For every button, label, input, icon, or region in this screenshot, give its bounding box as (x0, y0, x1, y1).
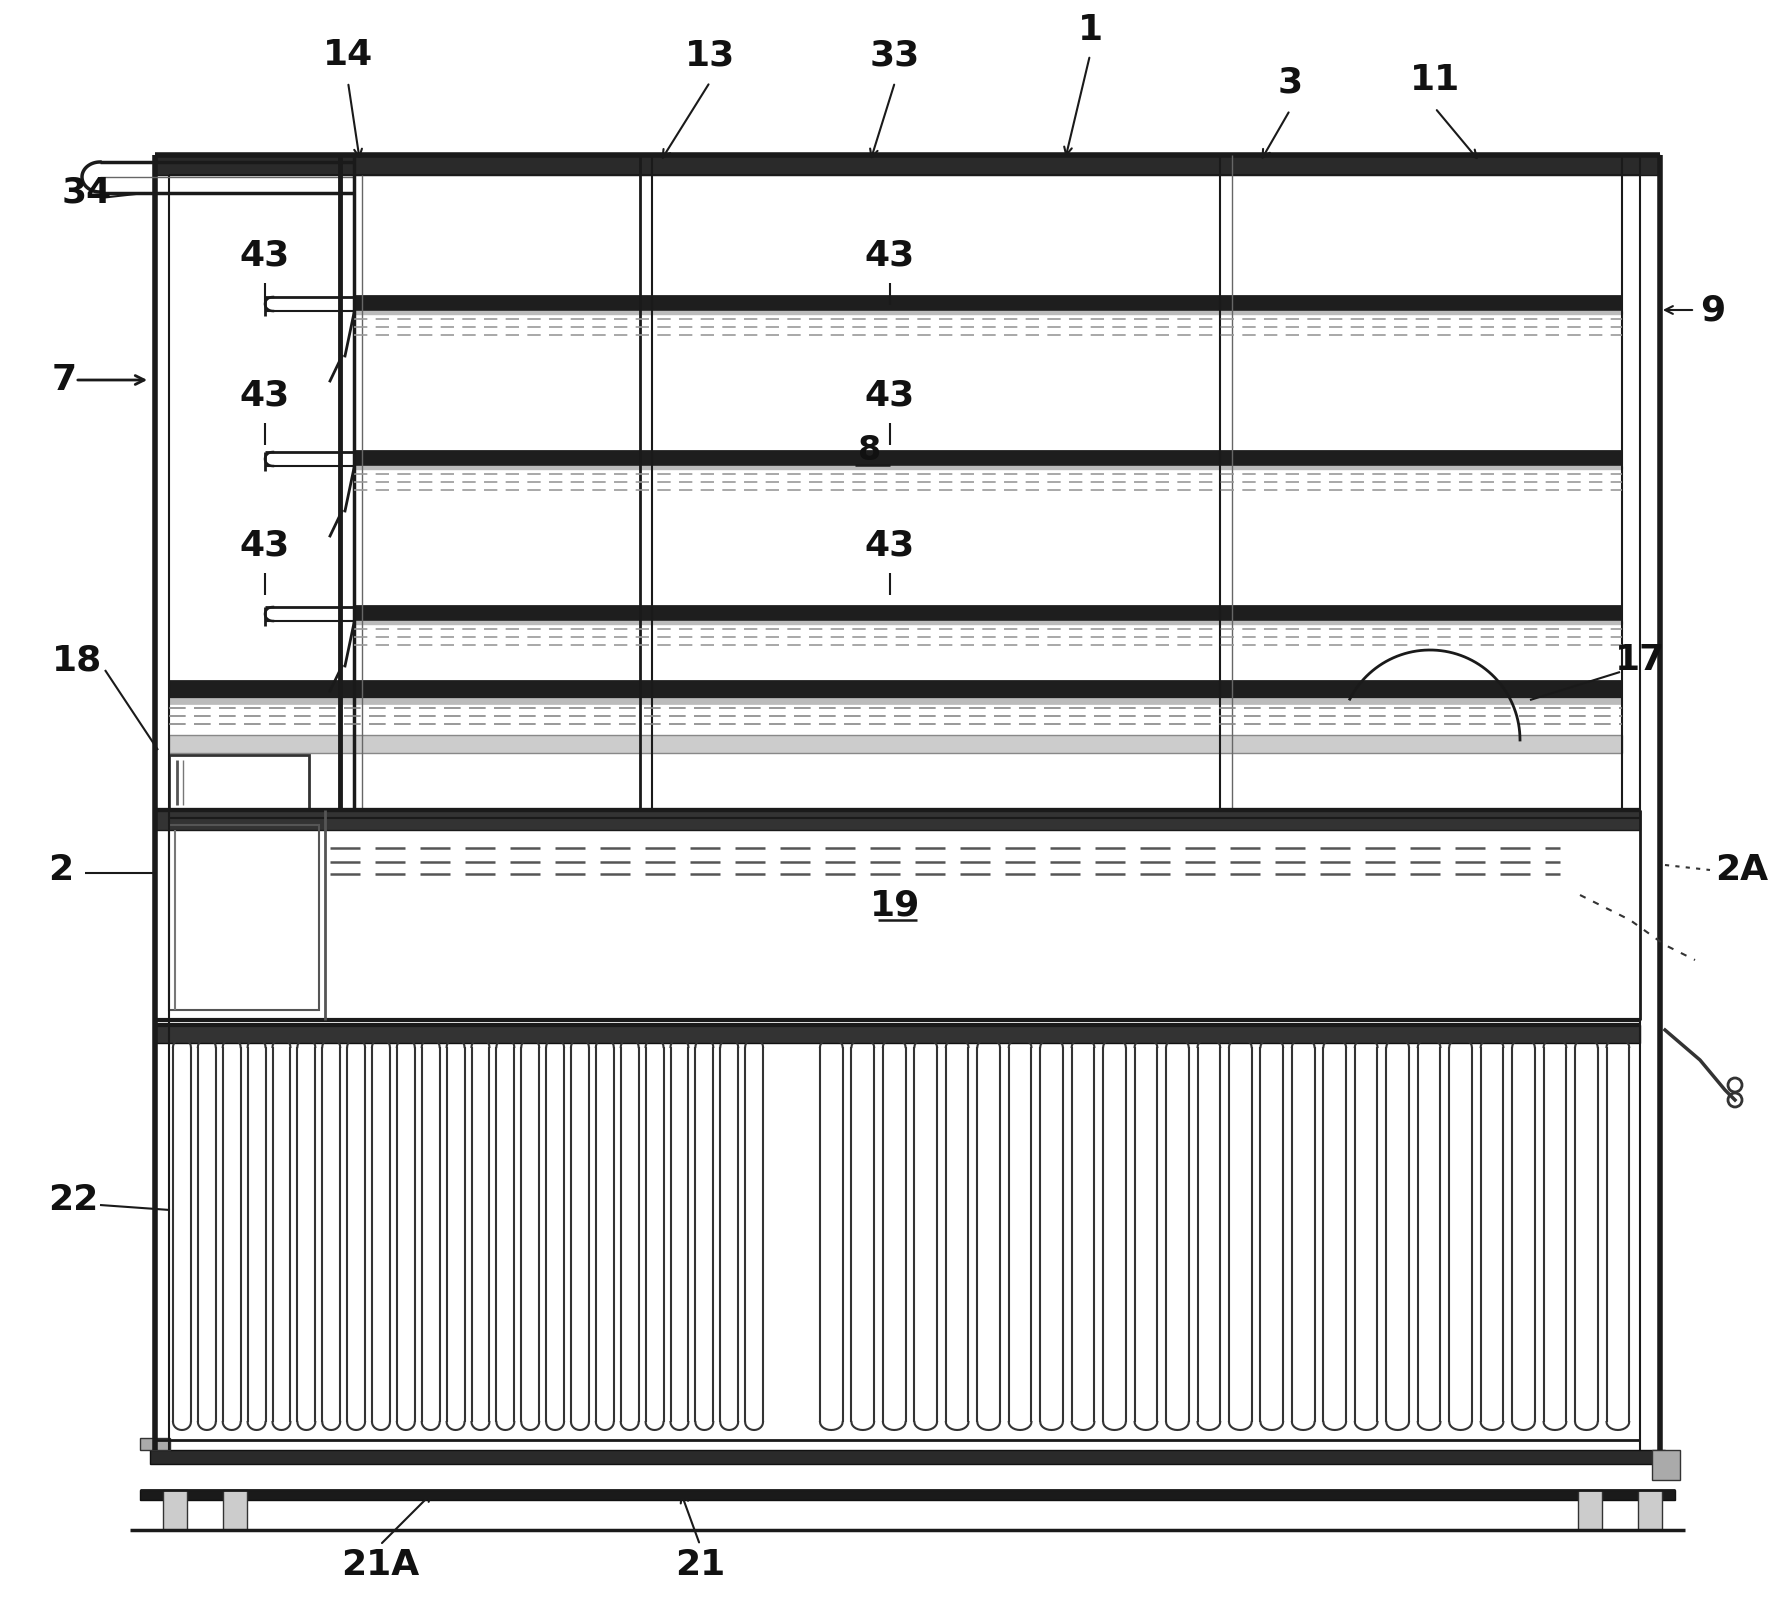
Bar (139, 1438, 170, 1449)
Text: 43: 43 (239, 528, 289, 562)
Text: 19: 19 (870, 888, 920, 921)
Text: 43: 43 (865, 379, 915, 412)
Text: 13: 13 (684, 39, 734, 72)
Bar (354, 605, 1623, 621)
Text: 11: 11 (1410, 63, 1460, 96)
Text: 3: 3 (1278, 64, 1303, 100)
Text: 17: 17 (1615, 644, 1665, 677)
Text: 33: 33 (870, 39, 920, 72)
Text: 22: 22 (48, 1183, 98, 1217)
Bar (354, 295, 1623, 311)
Bar (1578, 1489, 1601, 1530)
Bar (170, 754, 309, 811)
Bar (354, 621, 1623, 624)
Bar (223, 1489, 247, 1530)
Bar (354, 449, 1623, 465)
Text: 9: 9 (1699, 294, 1724, 327)
Text: 2A: 2A (1716, 852, 1767, 888)
Bar (155, 1026, 1640, 1043)
Text: 43: 43 (865, 238, 915, 271)
Text: 1: 1 (1078, 13, 1103, 47)
Text: 21A: 21A (341, 1547, 420, 1583)
Bar (170, 825, 320, 1010)
Bar (155, 811, 1640, 830)
Text: 14: 14 (323, 39, 373, 72)
Bar (170, 735, 1623, 753)
Text: 2: 2 (48, 852, 73, 888)
Bar (170, 681, 1623, 698)
Text: 43: 43 (239, 379, 289, 412)
Bar (163, 1489, 188, 1530)
Bar (354, 311, 1623, 315)
Bar (354, 465, 1623, 469)
Bar (1651, 1449, 1680, 1480)
Bar (150, 1449, 1665, 1464)
Bar (1639, 1489, 1662, 1530)
Text: 7: 7 (52, 363, 77, 396)
Text: 34: 34 (63, 175, 113, 209)
Text: 21: 21 (675, 1547, 726, 1583)
Text: 8: 8 (858, 433, 881, 467)
Bar (155, 156, 1660, 175)
Bar (170, 698, 1623, 705)
Text: 18: 18 (52, 644, 102, 677)
Text: 43: 43 (865, 528, 915, 562)
Bar (139, 1489, 1674, 1501)
Text: 43: 43 (239, 238, 289, 271)
